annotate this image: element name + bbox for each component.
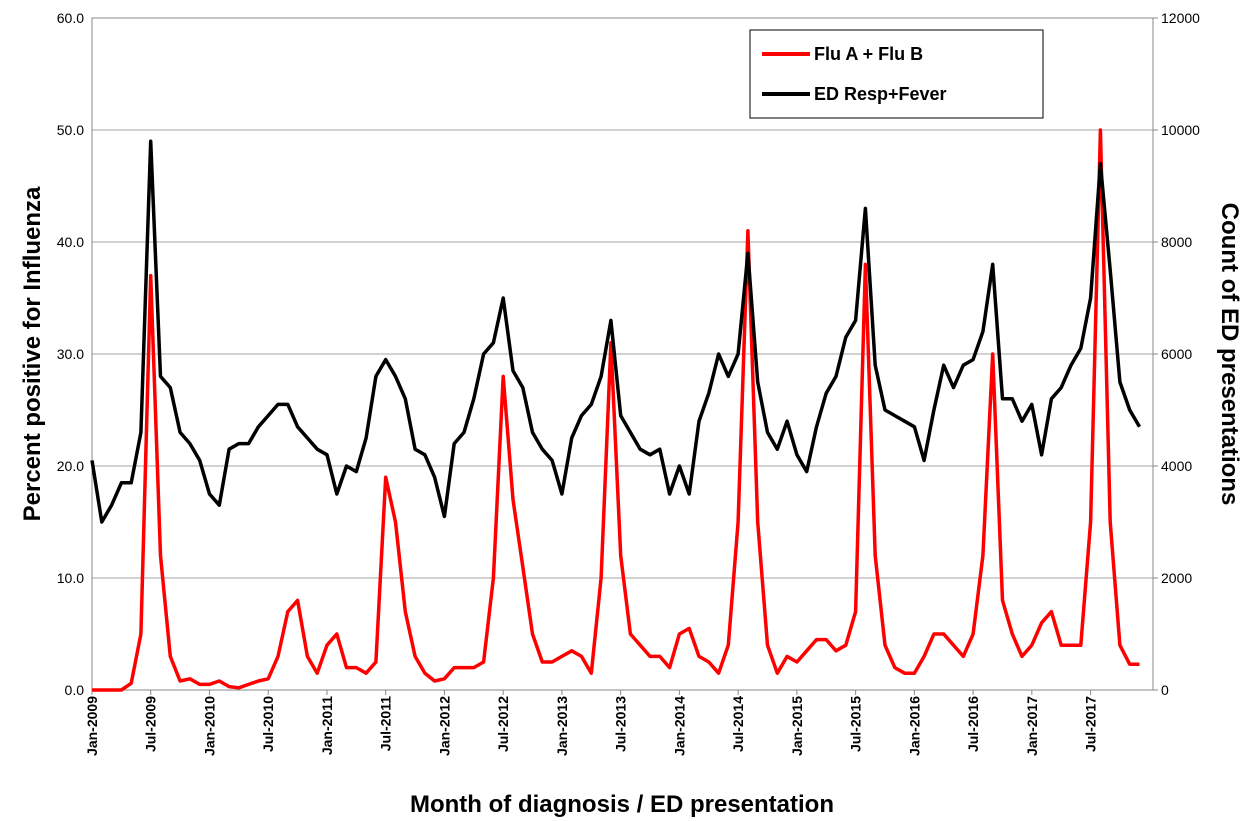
y-tick-label: 20.0	[57, 458, 84, 474]
y2-tick-label: 0	[1161, 682, 1169, 698]
series-line	[92, 128, 1140, 692]
x-axis-title: Month of diagnosis / ED presentation	[410, 791, 834, 818]
x-tick-label: Jul-2016	[965, 696, 981, 752]
x-tick-label: Jan-2016	[906, 696, 922, 756]
x-tick-label: Jan-2017	[1024, 696, 1040, 756]
x-tick-label: Jan-2014	[671, 696, 687, 756]
y2-axis-title: Count of ED presentations	[1216, 203, 1243, 506]
x-tick-label: Jul-2010	[260, 696, 276, 752]
y-tick-label: 40.0	[57, 234, 84, 250]
y2-tick-label: 2000	[1161, 570, 1192, 586]
x-tick-label: Jul-2011	[378, 696, 394, 751]
x-tick-label: Jan-2013	[554, 696, 570, 756]
x-tick-label: Jan-2012	[436, 696, 452, 756]
x-tick-label: Jul-2014	[730, 696, 746, 752]
legend-box	[749, 29, 1044, 119]
plot-frame	[91, 17, 1154, 691]
y-axis-title: Percent positive for Influenza	[19, 186, 46, 521]
x-tick-label: Jan-2010	[201, 696, 217, 756]
x-tick-label: Jan-2015	[789, 696, 805, 756]
legend-label: Flu A + Flu B	[814, 44, 923, 64]
y2-tick-label: 12000	[1161, 10, 1200, 26]
y-tick-label: 60.0	[57, 10, 84, 26]
x-tick-label: Jul-2009	[143, 696, 159, 752]
y2-tick-label: 10000	[1161, 122, 1200, 138]
y2-tick-label: 8000	[1161, 234, 1192, 250]
x-tick-label: Jul-2015	[848, 696, 864, 752]
y-tick-label: 50.0	[57, 122, 84, 138]
y-tick-label: 30.0	[57, 346, 84, 362]
y-tick-label: 0.0	[65, 682, 85, 698]
legend-label: ED Resp+Fever	[814, 84, 947, 104]
series-line	[90, 139, 1142, 524]
y2-tick-label: 4000	[1161, 458, 1192, 474]
x-tick-label: Jul-2017	[1083, 696, 1099, 752]
x-tick-label: Jul-2013	[613, 696, 629, 752]
y2-tick-label: 6000	[1161, 346, 1192, 362]
x-tick-label: Jan-2009	[84, 696, 100, 756]
x-tick-label: Jan-2011	[319, 696, 335, 755]
y-tick-label: 10.0	[57, 570, 84, 586]
x-tick-label: Jul-2012	[495, 696, 511, 752]
